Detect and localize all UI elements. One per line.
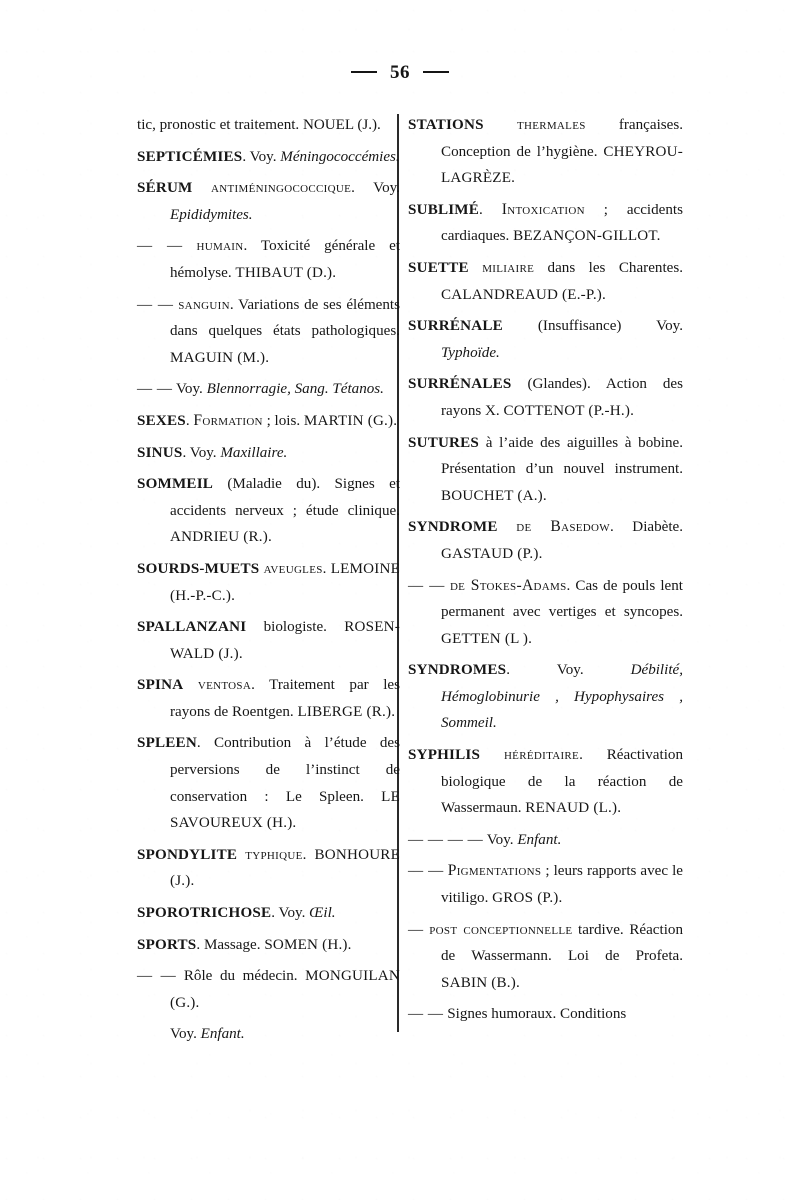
index-entry: SUTURES à l’aide des aiguilles à bobine.… bbox=[408, 434, 683, 504]
index-entry: SPLEEN. Contribution à l’étude des perve… bbox=[137, 735, 400, 832]
header-rule-left bbox=[351, 70, 377, 73]
index-entry: SYPHILIS héréditaire. Réactivation biolo… bbox=[408, 746, 683, 817]
index-entry: SEXES. Formation ; lois. MARTIN (G.). bbox=[137, 411, 398, 429]
index-entry: SEPTICÉMIES. Voy. Méningococcémies. bbox=[137, 148, 400, 165]
index-entry: — — Signes humoraux. Conditions bbox=[408, 1006, 627, 1023]
index-entry: Voy. Enfant. bbox=[170, 1026, 245, 1043]
index-entry: — — Pigmentations ; leurs rapports avec … bbox=[408, 862, 683, 907]
page-number: 56 bbox=[390, 62, 410, 83]
index-entry: SUBLIMÉ. Intoxication ; accidents cardia… bbox=[408, 200, 683, 245]
index-entry: SUETTE miliaire dans les Charentes. CALA… bbox=[408, 258, 683, 303]
index-entry: — — de Stokes-Adams. Cas de pouls lent p… bbox=[408, 576, 683, 647]
index-entry: — — Voy. Blennorragie, Sang. Tétanos. bbox=[137, 381, 384, 398]
index-entry: SOMMEIL (Maladie du). Signes et accident… bbox=[137, 476, 400, 546]
index-entry: SYNDROMES. Voy. Débilité, Hémoglobinurie… bbox=[408, 662, 683, 732]
index-columns: tic, pronostic et traitement. NOUEL (J.)… bbox=[0, 112, 800, 1042]
index-column-left: tic, pronostic et traitement. NOUEL (J.)… bbox=[137, 112, 400, 1048]
column-divider bbox=[397, 114, 399, 1032]
page-header: 56 bbox=[0, 62, 800, 84]
index-entry: STATIONS thermales françaises. Conceptio… bbox=[408, 116, 683, 187]
index-column-right: STATIONS thermales françaises. Conceptio… bbox=[408, 112, 683, 1028]
index-entry: SPOROTRICHOSE. Voy. Œil. bbox=[137, 905, 336, 922]
index-entry: SÉRUM antiméningococcique. Voy. Epididym… bbox=[137, 179, 400, 223]
index-entry: SINUS. Voy. Maxillaire. bbox=[137, 444, 288, 461]
header-rule-right bbox=[423, 70, 449, 73]
index-entry: SYNDROME de Basedow. Diabète. GASTAUD (P… bbox=[408, 518, 683, 562]
index-entry: SPONDYLITE typhique. BONHOURE (J.). bbox=[137, 845, 400, 890]
index-entry: — — Rôle du médecin. MONGUILAN (G.). bbox=[137, 968, 400, 1011]
index-entry: — — sanguin. Variations de ses éléments … bbox=[137, 295, 400, 366]
index-entry: SPALLANZANI biologiste. ROSEN-WALD (J.). bbox=[137, 619, 400, 662]
index-entry: SPORTS. Massage. SOMEN (H.). bbox=[137, 936, 352, 953]
index-entry: SPINA ventosa. Traitement par les rayons… bbox=[137, 676, 400, 720]
index-entry: SURRÉNALES (Glandes). Action des rayons … bbox=[408, 376, 683, 419]
index-entry: tic, pronostic et traitement. NOUEL (J.)… bbox=[137, 117, 381, 133]
index-entry: — — — — Voy. Enfant. bbox=[408, 831, 562, 848]
index-entry: — post conceptionnelle tardive. Réaction… bbox=[408, 920, 683, 991]
index-entry: SOURDS-MUETS aveugles. LEMOINE (H.-P.-C.… bbox=[137, 559, 400, 604]
index-entry: — — humain. Toxicité générale et hémolys… bbox=[137, 237, 400, 281]
index-entry: SURRÉNALE (Insuffisance) Voy. Typhoïde. bbox=[408, 318, 683, 361]
